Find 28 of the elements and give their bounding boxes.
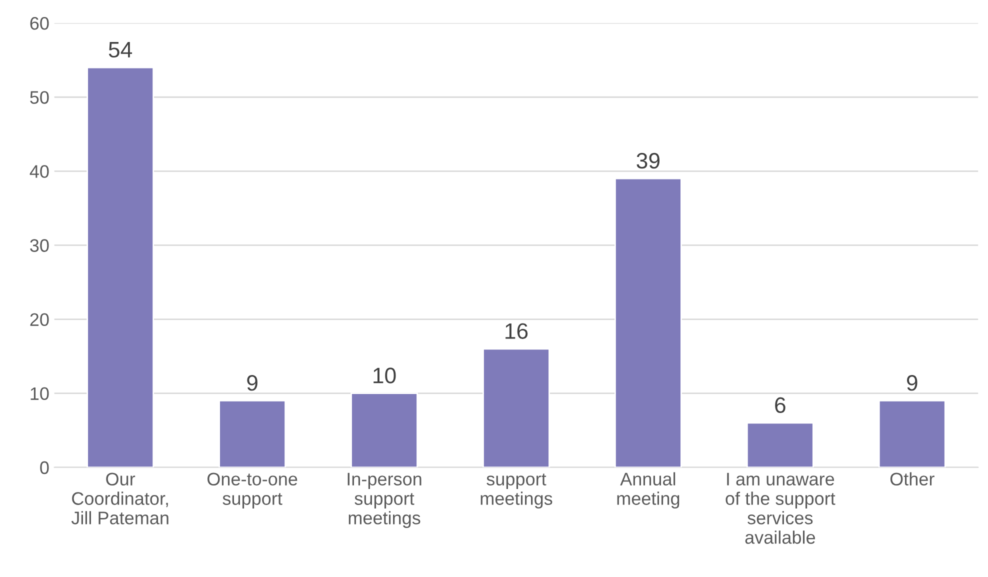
data-label: 54 <box>108 42 132 58</box>
x-tick-label: I am unaware of the support services available <box>726 472 836 544</box>
x-tick-label: support meetings <box>480 474 552 509</box>
y-tick-label: 50 <box>30 91 49 104</box>
data-label: 9 <box>907 375 918 391</box>
x-tick-label: In-person support meetings <box>348 472 422 528</box>
bar <box>218 400 286 468</box>
bar <box>86 66 154 468</box>
bar <box>350 392 418 468</box>
bar <box>878 400 946 468</box>
y-tick-label: 20 <box>30 313 49 326</box>
bar <box>614 178 682 468</box>
data-label: 39 <box>636 152 660 169</box>
data-label: 10 <box>374 368 396 384</box>
y-tick-label: 30 <box>30 239 49 252</box>
x-tick-label: Other <box>890 472 934 486</box>
y-tick-label: 40 <box>30 165 49 178</box>
x-tick-label: Our Coordinator, Jill Pateman <box>71 472 168 524</box>
x-tick-label: Annual meeting <box>617 472 680 509</box>
y-tick-label: 0 <box>40 461 49 474</box>
data-label: 16 <box>506 323 528 339</box>
bar <box>746 422 814 468</box>
y-tick-label: 60 <box>30 17 49 30</box>
bar <box>482 348 550 468</box>
data-label: 6 <box>775 397 786 413</box>
data-label: 9 <box>247 375 258 391</box>
y-tick-label: 10 <box>30 387 49 400</box>
x-tick-label: One-to-one support <box>207 472 298 509</box>
